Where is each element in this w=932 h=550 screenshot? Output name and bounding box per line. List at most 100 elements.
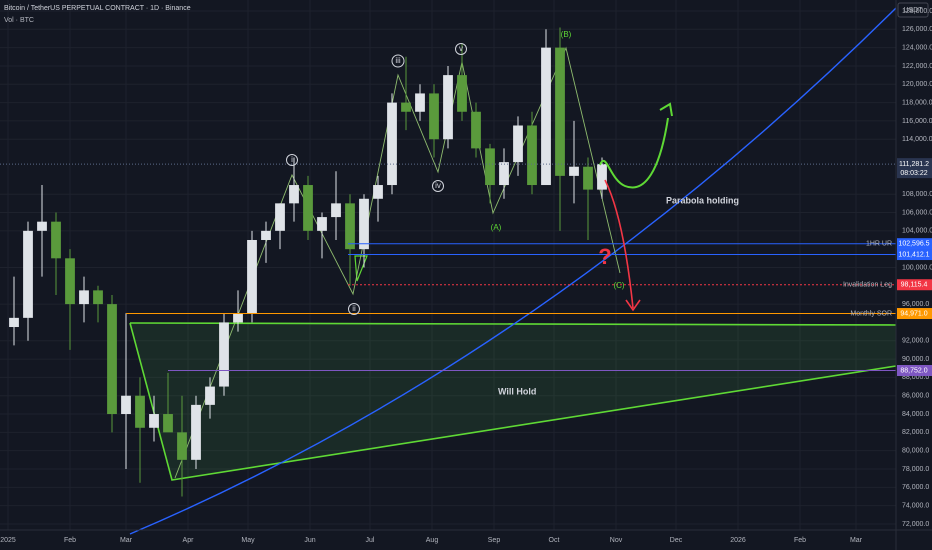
support-line (129, 322, 897, 481)
price-tag (897, 308, 932, 320)
wave-label: (A) (491, 223, 502, 232)
candle-body (107, 304, 117, 415)
wave-circle (455, 43, 467, 55)
y-tick-label: 118,000.0 (902, 99, 932, 106)
x-tick-label: Jun (304, 537, 315, 544)
level-name: 1HR UR (866, 241, 892, 248)
candle-body (289, 185, 299, 204)
hold-label: Will Hold (498, 386, 536, 396)
y-tick-label: 84,000.0 (902, 411, 929, 418)
parabola (129, 7, 897, 535)
x-tick-label: Mar (850, 537, 863, 544)
y-tick-label: 72,000.0 (902, 521, 929, 528)
candle-body (443, 75, 453, 140)
level-name: Monthly SOR (850, 310, 892, 317)
candle-body (345, 203, 355, 250)
x-tick-label: Dec (670, 537, 683, 544)
candle-body (513, 125, 523, 163)
x-tick-label: Apr (183, 537, 195, 544)
x-tick-label: Jul (366, 537, 375, 544)
x-tick-label: 2025 (0, 537, 16, 544)
question-mark: ? (598, 244, 611, 269)
y-tick-label: 120,000.0 (902, 81, 932, 88)
candle-body (485, 148, 495, 186)
price-tag-label: 88,752.0 (900, 367, 927, 374)
y-tick-label: 80,000.0 (902, 448, 929, 455)
price-axis (896, 0, 932, 550)
y-tick-label: 108,000.0 (902, 191, 932, 198)
y-tick-label: 106,000.0 (902, 209, 932, 216)
y-tick-label: 76,000.0 (902, 484, 929, 491)
candle-body (541, 47, 551, 186)
x-tick-label: Nov (610, 537, 623, 544)
y-tick-label: 122,000.0 (902, 63, 932, 70)
y-tick-label: 116,000.0 (902, 118, 932, 125)
candle-body (317, 217, 327, 231)
candles (9, 27, 607, 497)
price-tag-label: 111,281.2 (899, 161, 929, 168)
y-tick-label: 78,000.0 (902, 466, 929, 473)
y-tick-label: 124,000.0 (902, 44, 932, 51)
wave-circle (391, 54, 405, 68)
x-tick-label: Feb (794, 537, 806, 544)
wave-label: (B) (561, 30, 572, 39)
candle-body (121, 395, 131, 415)
candle-body (527, 125, 537, 186)
currency-box[interactable] (897, 2, 929, 18)
candle-body (37, 221, 47, 231)
red-path (604, 179, 634, 309)
currency[interactable]: USDT (903, 7, 923, 14)
wave-label: iv (435, 181, 441, 190)
wave-circle (348, 303, 360, 315)
price-tag-label: 102,596.5 (898, 241, 929, 248)
chart-title: Bitcoin / TetherUS PERPETUAL CONTRACT · … (4, 5, 191, 12)
candle-body (555, 47, 565, 176)
candle-body (373, 185, 383, 199)
candle-body (415, 93, 425, 112)
candle-body (471, 111, 481, 149)
y-tick-label: 82,000.0 (902, 429, 929, 436)
x-tick-label: Sep (488, 537, 501, 544)
candle-body (191, 404, 201, 460)
candle-body (219, 322, 229, 387)
wave-label: (C) (613, 281, 624, 290)
y-tick-label: 104,000.0 (902, 228, 932, 235)
candle-body (401, 102, 411, 112)
candle-body (597, 164, 607, 190)
candle-body (261, 230, 271, 240)
level-name: Invalidation Leg (843, 282, 892, 289)
y-tick-label: 96,000.0 (902, 301, 929, 308)
green-arrowhead (659, 102, 673, 117)
candle-body (135, 395, 145, 428)
candle-body (9, 317, 19, 328)
price-tag (897, 158, 932, 179)
candle-body (177, 432, 187, 460)
wave-circle (286, 154, 298, 166)
y-tick-label: 114,000.0 (902, 136, 932, 143)
candle-body (499, 162, 509, 186)
wave-labels: i ii iii iv v (A) (B) (C) (286, 30, 625, 315)
grid (0, 0, 896, 530)
x-tick-label: Aug (426, 537, 439, 544)
x-tick-label: Oct (549, 537, 560, 544)
wave-circle (432, 180, 444, 192)
candle-body (359, 198, 369, 250)
price-tag (897, 249, 932, 261)
x-tick-label: 2026 (730, 537, 746, 544)
wave-label: v (459, 44, 463, 53)
price-tag (897, 365, 932, 377)
candle-body (331, 203, 341, 218)
candle-body (65, 258, 75, 305)
candle-body (275, 203, 285, 231)
candle-body (163, 414, 173, 433)
candle-body (303, 185, 313, 231)
candle-body (79, 290, 89, 305)
candle-body (205, 386, 215, 405)
axis: 72,000.0 74,000.0 76,000.0 78,000.0 80,000.0… (0, 8, 932, 544)
chart-subtitle: Vol · BTC (4, 17, 34, 24)
price-tag-label: 94,971.0 (900, 310, 927, 317)
candle-body (51, 221, 61, 259)
green-path (599, 117, 669, 189)
wave-label: i (291, 155, 293, 164)
